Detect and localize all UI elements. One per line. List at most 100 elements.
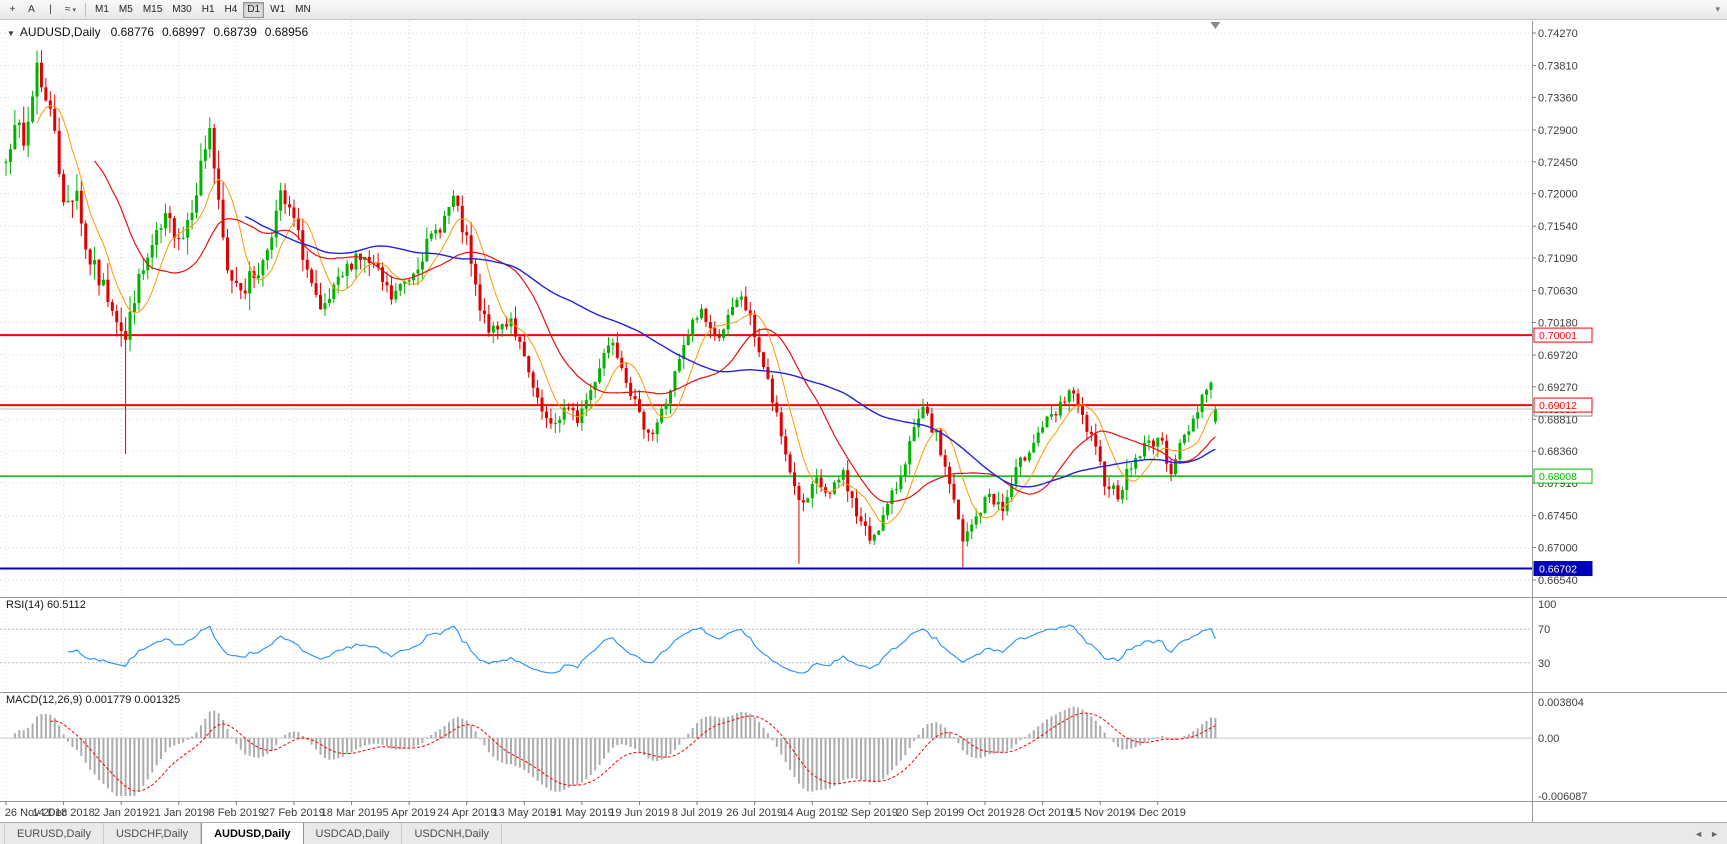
svg-text:0.70180: 0.70180: [1538, 317, 1578, 329]
svg-text:0.67450: 0.67450: [1538, 511, 1578, 523]
timeframe-button-m30[interactable]: M30: [172, 4, 192, 15]
timeframe-button-h1[interactable]: H1: [201, 4, 215, 15]
svg-text:8 Jul 2019: 8 Jul 2019: [672, 807, 723, 819]
svg-text:24 Apr 2019: 24 Apr 2019: [437, 807, 496, 819]
toolbar-separator: [85, 2, 87, 17]
timeframe-button-m15[interactable]: M15: [142, 4, 163, 15]
tab-usdcad-daily[interactable]: USDCAD,Daily: [304, 823, 403, 844]
horizontal-lines-layer[interactable]: [0, 334, 1532, 570]
macd-label: MACD(12,26,9) 0.001779 0.001325: [6, 694, 181, 706]
price-tag-0.69012: 0.69012: [1533, 397, 1593, 413]
svg-text:0.68008: 0.68008: [1539, 471, 1577, 483]
svg-text:14 Aug 2019: 14 Aug 2019: [781, 807, 843, 819]
candle-wicks: [5, 50, 1216, 568]
timeframe-button-d1[interactable]: D1: [243, 1, 265, 18]
svg-text:5 Apr 2019: 5 Apr 2019: [383, 807, 436, 819]
svg-text:0.68360: 0.68360: [1538, 446, 1578, 458]
pane-separators: [0, 21, 1727, 822]
tab-usdcnh-daily[interactable]: USDCNH,Daily: [402, 823, 503, 844]
svg-text:0.70630: 0.70630: [1538, 286, 1578, 298]
svg-text:-0.006087: -0.006087: [1538, 791, 1588, 803]
toolbar-overflow-icon[interactable]: ▾: [1715, 4, 1720, 14]
chart-title: ▼ AUDUSD,Daily 0.68776 0.68997 0.68739 0.6895…: [7, 25, 316, 39]
rsi-line: [67, 624, 1216, 674]
tab-usdchf-daily[interactable]: USDCHF,Daily: [104, 823, 202, 844]
text-tool-button[interactable]: A: [23, 2, 40, 18]
svg-text:0.70001: 0.70001: [1539, 330, 1577, 342]
svg-text:100: 100: [1538, 599, 1556, 611]
rsi-label: RSI(14) 60.5112: [6, 599, 86, 611]
tab-scroll-right-icon[interactable]: ►: [1710, 828, 1719, 839]
svg-text:28 Oct 2019: 28 Oct 2019: [1013, 807, 1073, 819]
price-axis[interactable]: 0.74270 0.73810 0.73360 0.72900 0.72450 0.720…: [1532, 28, 1588, 803]
timeframe-button-mn[interactable]: MN: [295, 4, 311, 15]
ohlc-open: 0.68776: [110, 25, 154, 39]
svg-text:0.72000: 0.72000: [1538, 189, 1578, 201]
ohlc-close: 0.68956: [264, 25, 309, 39]
svg-text:31 May 2019: 31 May 2019: [550, 807, 614, 819]
timeframe-button-w1[interactable]: W1: [270, 4, 286, 15]
price-tag-0.70001: 0.70001: [1533, 327, 1593, 343]
grid-layer: [0, 21, 1532, 801]
svg-text:0.71090: 0.71090: [1538, 253, 1578, 265]
svg-text:30: 30: [1538, 658, 1550, 670]
vertical-line-tool-button[interactable]: |: [42, 2, 59, 18]
ohlc-low: 0.68739: [213, 25, 257, 39]
price-tag-0.66702: 0.66702: [1533, 561, 1593, 577]
svg-text:70: 70: [1538, 624, 1550, 636]
svg-text:0.68810: 0.68810: [1538, 414, 1578, 426]
chart-toolbar: + A | ≈ ▾ M1 M5 M15 M30 H1 H4 D1 W1 MN ▾: [0, 0, 1727, 20]
chevron-down-icon: ▾: [72, 6, 77, 14]
tab-audusd-daily[interactable]: AUDUSD,Daily: [201, 823, 304, 844]
svg-text:18 Mar 2019: 18 Mar 2019: [321, 807, 383, 819]
indicator-wave-icon: ≈: [65, 4, 71, 15]
timeframe-button-h4[interactable]: H4: [224, 4, 238, 15]
moving-averages-layer: [36, 105, 1216, 525]
svg-text:19 Jun 2019: 19 Jun 2019: [609, 807, 670, 819]
svg-text:2 Jan 2019: 2 Jan 2019: [94, 807, 148, 819]
rsi-pane: [0, 624, 1532, 674]
svg-text:26 Jul 2019: 26 Jul 2019: [726, 807, 783, 819]
price-tag-0.68008: 0.68008: [1533, 468, 1593, 484]
ma-mid-line: [94, 160, 1216, 503]
timeframe-button-m5[interactable]: M5: [118, 4, 133, 15]
symbol-label: AUDUSD,Daily: [19, 25, 101, 39]
macd-pane: [0, 706, 1532, 796]
tab-eurusd-daily[interactable]: EURUSD,Daily: [4, 823, 104, 844]
chart-shift-marker-icon[interactable]: [1210, 22, 1221, 29]
tab-scroll-arrows: ◄ ►: [1694, 823, 1727, 844]
svg-text:0.66540: 0.66540: [1538, 575, 1578, 587]
svg-text:4 Dec 2019: 4 Dec 2019: [1130, 807, 1186, 819]
svg-text:26 Nov 2018: 26 Nov 2018: [5, 807, 67, 819]
svg-text:15 Nov 2019: 15 Nov 2019: [1069, 807, 1131, 819]
svg-text:27 Feb 2019: 27 Feb 2019: [263, 807, 325, 819]
ma-slow-line: [244, 215, 1216, 488]
svg-text:0.00: 0.00: [1538, 733, 1559, 745]
crosshair-tool-button[interactable]: +: [4, 2, 21, 18]
svg-text:13 May 2019: 13 May 2019: [493, 807, 557, 819]
svg-text:2 Sep 2019: 2 Sep 2019: [842, 807, 898, 819]
indicators-tool-button[interactable]: ≈ ▾: [61, 2, 80, 18]
svg-text:14 Dec 2018: 14 Dec 2018: [32, 807, 94, 819]
macd-signal-line: [50, 712, 1216, 792]
svg-text:8 Feb 2019: 8 Feb 2019: [209, 807, 265, 819]
chart-canvas[interactable]: 0.74270 0.73810 0.73360 0.72900 0.72450 0.720…: [0, 0, 1727, 822]
svg-text:0.74270: 0.74270: [1538, 28, 1578, 40]
collapse-arrow-icon[interactable]: ▼: [7, 29, 15, 38]
svg-text:0.72900: 0.72900: [1538, 125, 1578, 137]
svg-text:0.003804: 0.003804: [1538, 697, 1584, 709]
svg-text:0.71540: 0.71540: [1538, 221, 1578, 233]
svg-text:20 Sep 2019: 20 Sep 2019: [896, 807, 958, 819]
svg-text:0.66702: 0.66702: [1539, 564, 1577, 576]
chart-tab-bar: EURUSD,Daily USDCHF,Daily AUDUSD,Daily U…: [0, 822, 1727, 844]
vertical-line-icon: |: [49, 4, 52, 15]
svg-text:0.69270: 0.69270: [1538, 382, 1578, 394]
timeframe-button-m1[interactable]: M1: [95, 4, 109, 15]
tab-scroll-left-icon[interactable]: ◄: [1694, 828, 1704, 839]
svg-text:0.67000: 0.67000: [1538, 542, 1578, 554]
svg-text:0.73810: 0.73810: [1538, 61, 1578, 73]
ohlc-high: 0.68997: [162, 25, 206, 39]
